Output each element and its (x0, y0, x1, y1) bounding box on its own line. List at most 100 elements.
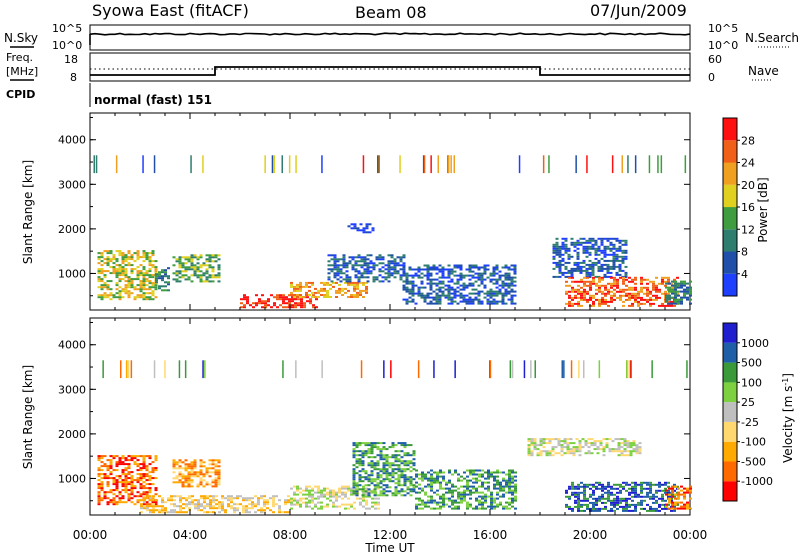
heatmap-cell (158, 273, 161, 276)
heatmap-cell (370, 478, 374, 481)
heatmap-cell (563, 360, 565, 379)
heatmap-cell (367, 462, 371, 465)
heatmap-cell (243, 294, 246, 297)
heatmap-cell (391, 456, 395, 459)
cpid-value: normal (fast) 151 (94, 93, 212, 107)
heatmap-cell (670, 499, 673, 502)
heatmap-cell (382, 442, 386, 445)
heatmap-cell (356, 229, 360, 232)
heatmap-cell (97, 499, 101, 502)
heatmap-cell (196, 266, 200, 269)
heatmap-cell (370, 472, 374, 475)
heatmap-cell (296, 289, 299, 292)
heatmap-cell (658, 483, 661, 486)
heatmap-cell (388, 456, 392, 459)
heatmap-cell (148, 280, 152, 283)
heatmap-cell (409, 488, 413, 491)
heatmap-cell (408, 274, 412, 277)
heatmap-cell (263, 495, 266, 498)
heatmap-cell (115, 489, 119, 492)
heatmap-cell (136, 284, 140, 287)
heatmap-cell (631, 286, 634, 289)
heatmap-cell (352, 470, 356, 473)
heatmap-cell (498, 300, 502, 303)
heatmap-cell (344, 487, 347, 490)
heatmap-cell (607, 300, 610, 303)
heatmap-cell (597, 237, 601, 240)
heatmap-cell (603, 267, 607, 270)
heatmap-cell (109, 298, 113, 301)
heatmap-cell (161, 275, 164, 278)
heatmap-cell (323, 281, 326, 284)
heatmap-cell (347, 225, 351, 228)
heatmap-cell (489, 280, 493, 283)
heatmap-cell (299, 289, 302, 292)
heatmap-cell (390, 256, 394, 259)
heatmap-cell (302, 493, 305, 496)
heatmap-cell (373, 480, 377, 483)
heatmap-cell (489, 296, 493, 299)
heatmap-cell (190, 463, 194, 466)
heatmap-cell (191, 503, 194, 506)
heatmap-cell (208, 254, 212, 257)
heatmap-cell (279, 294, 282, 297)
heatmap-cell (145, 280, 149, 283)
heatmap-cell (581, 438, 585, 441)
heatmap-cell (415, 491, 418, 494)
heatmap-cell (296, 283, 299, 286)
heatmap-cell (588, 275, 592, 278)
heatmap-cell (338, 495, 341, 498)
heatmap-cell (308, 501, 311, 504)
heatmap-cell (374, 491, 377, 494)
heatmap-cell (352, 472, 356, 475)
heatmap-cell (617, 444, 621, 447)
heatmap-cell (603, 247, 607, 250)
heatmap-cell (345, 278, 349, 281)
heatmap-cell (615, 271, 619, 274)
heatmap-cell (100, 252, 104, 255)
heatmap-cell (203, 505, 206, 508)
noise-left-label: N.Sky (4, 31, 38, 45)
heatmap-cell (187, 477, 191, 480)
heatmap-cell (671, 491, 674, 494)
heatmap-cell (594, 261, 598, 264)
heatmap-cell (382, 488, 386, 491)
heatmap-cell (480, 278, 484, 281)
heatmap-cell (142, 487, 146, 490)
heatmap-cell (468, 284, 472, 287)
heatmap-cell (487, 475, 490, 478)
heatmap-cell (317, 487, 320, 490)
heatmap-cell (686, 292, 689, 295)
heatmap-cell (370, 452, 374, 455)
heatmap-cell (362, 281, 365, 284)
heatmap-cell (589, 493, 592, 496)
heatmap-cell (615, 247, 619, 250)
heatmap-cell (155, 499, 158, 502)
heatmap-cell (601, 485, 604, 488)
heatmap-cell (652, 507, 655, 510)
heatmap-cell (190, 481, 194, 484)
heatmap-cell (273, 155, 275, 174)
heatmap-cell (432, 296, 436, 299)
heatmap-cell (454, 501, 457, 504)
heatmap-cell (142, 276, 146, 279)
heatmap-cell (628, 509, 631, 512)
noise-right-tick-low: 10^0 (708, 39, 738, 52)
heatmap-cell (365, 487, 368, 490)
heatmap-cell (151, 276, 155, 279)
heatmap-cell (602, 454, 606, 457)
heatmap-cell (607, 509, 610, 512)
heatmap-cell (450, 292, 454, 295)
heatmap-cell (376, 446, 380, 449)
heatmap-cell (142, 278, 146, 281)
heatmap-cell (136, 296, 140, 299)
heatmap-cell (475, 497, 478, 500)
heatmap-cell (351, 264, 355, 267)
heatmap-cell (427, 483, 430, 486)
heatmap-cell (136, 455, 140, 458)
heatmap-cell (478, 479, 481, 482)
heatmap-cell (558, 253, 562, 256)
heatmap-cell (545, 454, 549, 457)
heatmap-cell (300, 306, 303, 309)
heatmap-cell (583, 489, 586, 492)
